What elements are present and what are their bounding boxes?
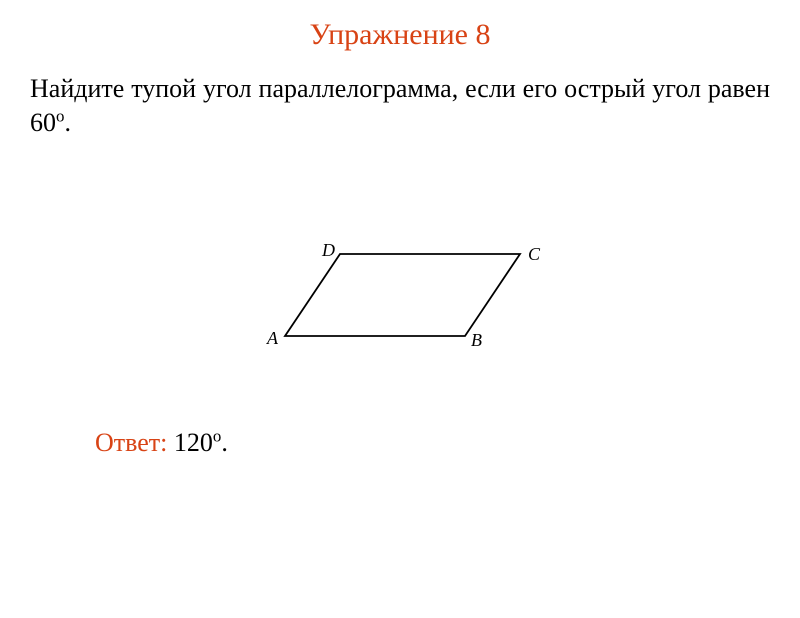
parallelogram-shape <box>285 254 520 336</box>
problem-text-2: . <box>64 108 71 137</box>
answer-block: Ответ: 120о. <box>95 428 228 458</box>
exercise-title: Упражнение 8 <box>0 18 800 52</box>
title-text: Упражнение 8 <box>310 18 491 51</box>
vertex-label-d: D <box>322 240 335 261</box>
vertex-label-c: C <box>528 244 540 265</box>
vertex-label-b: B <box>471 330 482 351</box>
problem-statement: Найдите тупой угол параллелограмма, если… <box>30 72 770 140</box>
vertex-label-a: A <box>267 328 278 349</box>
answer-value-prefix: 120 <box>167 428 213 457</box>
parallelogram-diagram: A B C D <box>265 236 545 366</box>
problem-text-1: Найдите тупой угол параллелограмма, если… <box>30 74 770 137</box>
answer-value-suffix: . <box>221 428 228 457</box>
parallelogram-svg <box>265 236 545 366</box>
answer-label: Ответ: <box>95 428 167 457</box>
